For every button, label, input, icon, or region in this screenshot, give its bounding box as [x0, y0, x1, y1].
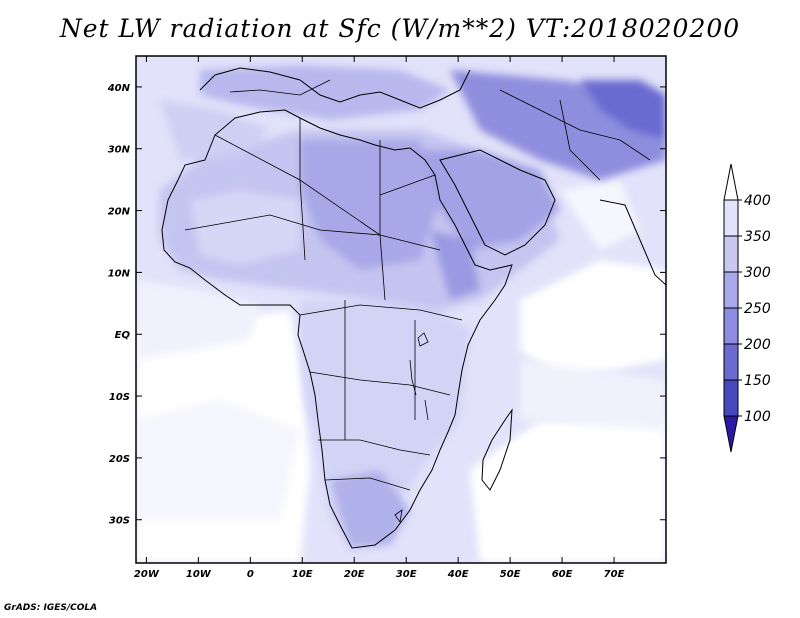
madagascar-coast [481, 408, 513, 491]
y-tick-label: 20S [109, 454, 130, 465]
colorbar-label: 400 [744, 193, 771, 209]
x-tick-label: 60E [552, 569, 573, 580]
y-tick-label: 10S [109, 392, 130, 403]
x-tick-label: 70E [604, 569, 625, 580]
map-title: Net LW radiation at Sfc (W/m**2) VT:2018… [59, 14, 741, 43]
europe-coast [199, 67, 471, 109]
y-tick-label: 30S [109, 516, 130, 527]
colorbar-segment [723, 307, 739, 345]
y-tick-label: 40N [107, 83, 131, 94]
colorbar-bottom-arrow [723, 415, 739, 453]
x-tick-label: 40E [447, 569, 469, 580]
map-plot-area [136, 56, 666, 563]
x-tick-label: 10W [186, 569, 212, 580]
lakes [409, 332, 429, 421]
credit-label: GrADS: IGES/COLA [4, 603, 98, 613]
colorbar-label: 100 [744, 409, 771, 425]
colorbar-segment [723, 343, 739, 381]
x-tick-label: 20E [344, 569, 365, 580]
y-tick-label: 20N [108, 207, 131, 218]
land-shading [160, 65, 666, 548]
colorbar: 400 350 300 250 200 150 100 [723, 163, 771, 453]
map-frame [135, 55, 667, 564]
arabia-coast [439, 149, 556, 256]
x-tick-label: 0 [247, 569, 254, 580]
ocean-light-regions [136, 280, 666, 520]
africa-coastline [161, 109, 513, 549]
colorbar-segment [723, 199, 739, 237]
country-borders [184, 79, 651, 524]
colorbar-segment [723, 235, 739, 273]
colorbar-label: 200 [744, 337, 771, 353]
colorbar-segment [723, 379, 739, 417]
x-tick-label: 10E [292, 569, 313, 580]
x-tick-label: 20W [134, 569, 160, 580]
coastlines [161, 67, 666, 549]
x-tick-label: 50E [500, 569, 521, 580]
india-coast [599, 199, 666, 286]
colorbar-label: 350 [744, 229, 771, 245]
colorbar-label: 300 [744, 265, 771, 281]
y-tick-label: 30N [108, 145, 131, 156]
x-tick-label: 30E [396, 569, 417, 580]
colorbar-top-arrow [723, 163, 739, 201]
y-tick-label: EQ [115, 330, 131, 341]
colorbar-segment [723, 271, 739, 309]
colorbar-label: 150 [744, 373, 771, 389]
colorbar-label: 250 [744, 301, 771, 317]
x-axis-ticks: 20W 10W 0 10E 20E 30E 40E 50E 60E 70E [134, 56, 625, 580]
y-tick-label: 10N [108, 268, 131, 279]
y-axis-ticks: 40N 30N 20N 10N EQ 10S 20S 30S [107, 83, 666, 527]
